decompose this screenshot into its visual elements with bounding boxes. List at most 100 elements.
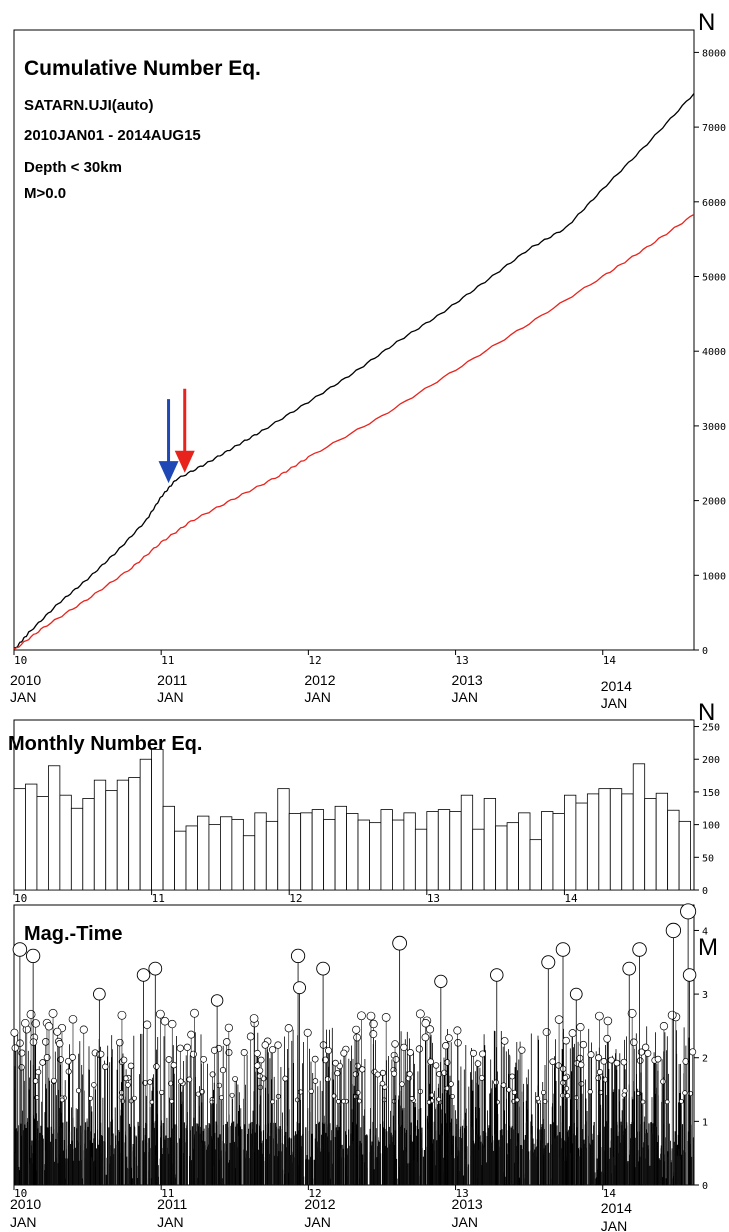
event-marker [127,1062,135,1070]
x-tick-label: 14 [603,1187,617,1200]
x-year-label: 2010 [10,672,41,688]
event-marker [53,1027,62,1036]
event-marker [149,1099,155,1105]
event-marker [91,1082,97,1088]
y-tick-label: 2 [702,1054,708,1065]
x-year-label: 2010 [10,1196,41,1212]
x-month-label: JAN [10,689,36,705]
event-marker [406,1048,414,1057]
x-month-label: JAN [601,695,627,711]
monthly-bar [197,815,210,891]
event-marker [603,1034,612,1043]
monthly-axes: 0 50 100 150 200 250 10 11 12 13 14 [13,723,720,905]
monthly-bar [621,793,634,891]
event-marker [506,1087,512,1093]
event-marker [229,1092,235,1098]
event-marker [216,1082,223,1089]
event-marker [687,1090,693,1097]
magnitude-events [10,903,697,1185]
x-month-label: JAN [304,689,330,705]
monthly-bar [392,819,405,891]
base-event-stems [14,1121,695,1185]
event-marker [75,1087,82,1094]
event-marker [600,1057,608,1065]
event-marker [132,1095,137,1101]
x-tick-label: 11 [161,1187,174,1200]
large-event-marker [434,974,448,988]
event-marker [607,1056,615,1064]
large-event-marker [569,987,583,1001]
event-marker [381,1013,391,1022]
x-tick-label: 13 [456,654,469,667]
event-marker [177,1078,184,1085]
monthly-bar [254,812,267,891]
info-line-source: SATARN.UJI(auto) [24,97,153,114]
event-marker [654,1055,662,1063]
event-marker [168,1019,177,1029]
event-marker [594,1011,604,1021]
event-marker [421,1033,430,1042]
monthly-bar [185,825,198,891]
x-month-label: JAN [10,1214,36,1230]
event-marker [120,1056,128,1064]
event-marker [442,1042,450,1050]
event-marker [563,1085,570,1092]
x-year-label: 2011 [157,672,187,688]
large-event-marker [555,942,571,957]
event-marker [311,1055,319,1063]
event-marker [630,1038,638,1047]
event-marker [436,1096,442,1102]
monthly-bar [265,820,279,891]
y-tick-label: 8000 [702,48,726,59]
event-marker [500,1082,507,1088]
event-marker [69,1053,76,1061]
monthly-bar [449,811,462,891]
info-line-depth: Depth < 30km [24,159,122,176]
monthly-bar [277,788,290,891]
event-marker [500,1037,509,1045]
monthly-bar [300,812,313,891]
y-tick-label: 250 [702,723,720,734]
event-marker [603,1016,613,1026]
event-marker [664,1099,670,1105]
event-marker [379,1069,387,1076]
event-marker [308,1088,314,1094]
event-marker [366,1011,376,1021]
annotation-arrow-head-1 [158,461,179,484]
event-marker [400,1043,408,1052]
monthly-bar [403,812,416,891]
annotation-arrow-head-2 [174,450,195,473]
event-marker [254,1062,261,1069]
large-event-marker [136,968,151,982]
monthly-bar [93,779,107,891]
event-marker [640,1099,646,1105]
event-marker [659,1022,669,1031]
x-tick-label: 11 [161,654,174,667]
event-marker [240,1048,248,1057]
event-marker [587,1089,593,1095]
event-marker [324,1076,331,1083]
cumulative-line-series-2 [13,213,695,650]
event-marker [636,1057,644,1064]
event-marker [282,1075,289,1082]
monthly-bar [414,828,428,891]
large-event-marker [293,981,307,995]
event-marker [125,1082,131,1088]
monthly-bar [586,793,600,891]
event-marker [270,1099,276,1105]
large-event-marker [12,942,28,957]
event-marker [454,1039,462,1047]
event-marker [627,1008,637,1018]
event-marker [59,1097,65,1103]
event-marker [425,1025,435,1034]
event-marker [261,1041,269,1049]
event-marker [190,1008,199,1018]
event-marker [249,1014,259,1023]
event-marker [48,1008,58,1018]
monthly-bar [667,809,680,891]
x-year-label: 2014 [601,678,632,694]
y-tick-label: 0 [702,1181,708,1192]
cumulative-axes: 010002000300040005000600070008000102010J… [10,48,726,711]
event-marker [622,1088,628,1094]
event-marker [183,1043,191,1051]
